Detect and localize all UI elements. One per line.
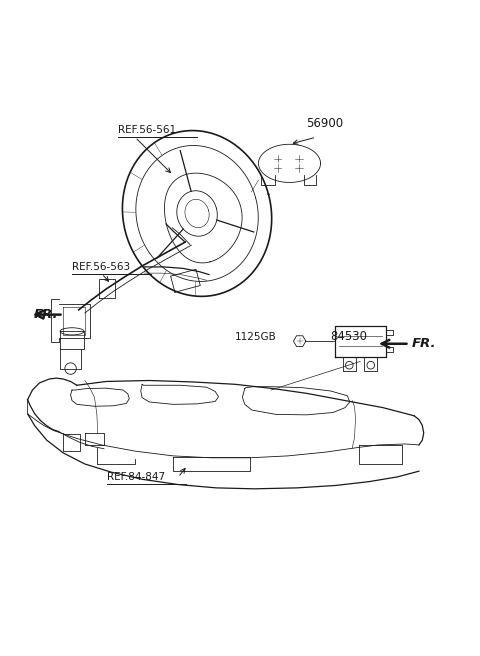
Text: 84530: 84530 bbox=[331, 330, 368, 343]
Text: FR.: FR. bbox=[34, 308, 59, 321]
Text: 56900: 56900 bbox=[306, 117, 343, 130]
Text: 1125GB: 1125GB bbox=[235, 331, 277, 342]
Text: REF.56-563: REF.56-563 bbox=[72, 262, 130, 272]
Text: FR.: FR. bbox=[412, 337, 436, 350]
Text: REF.56-561: REF.56-561 bbox=[118, 125, 177, 135]
Text: REF.84-847: REF.84-847 bbox=[108, 472, 166, 482]
